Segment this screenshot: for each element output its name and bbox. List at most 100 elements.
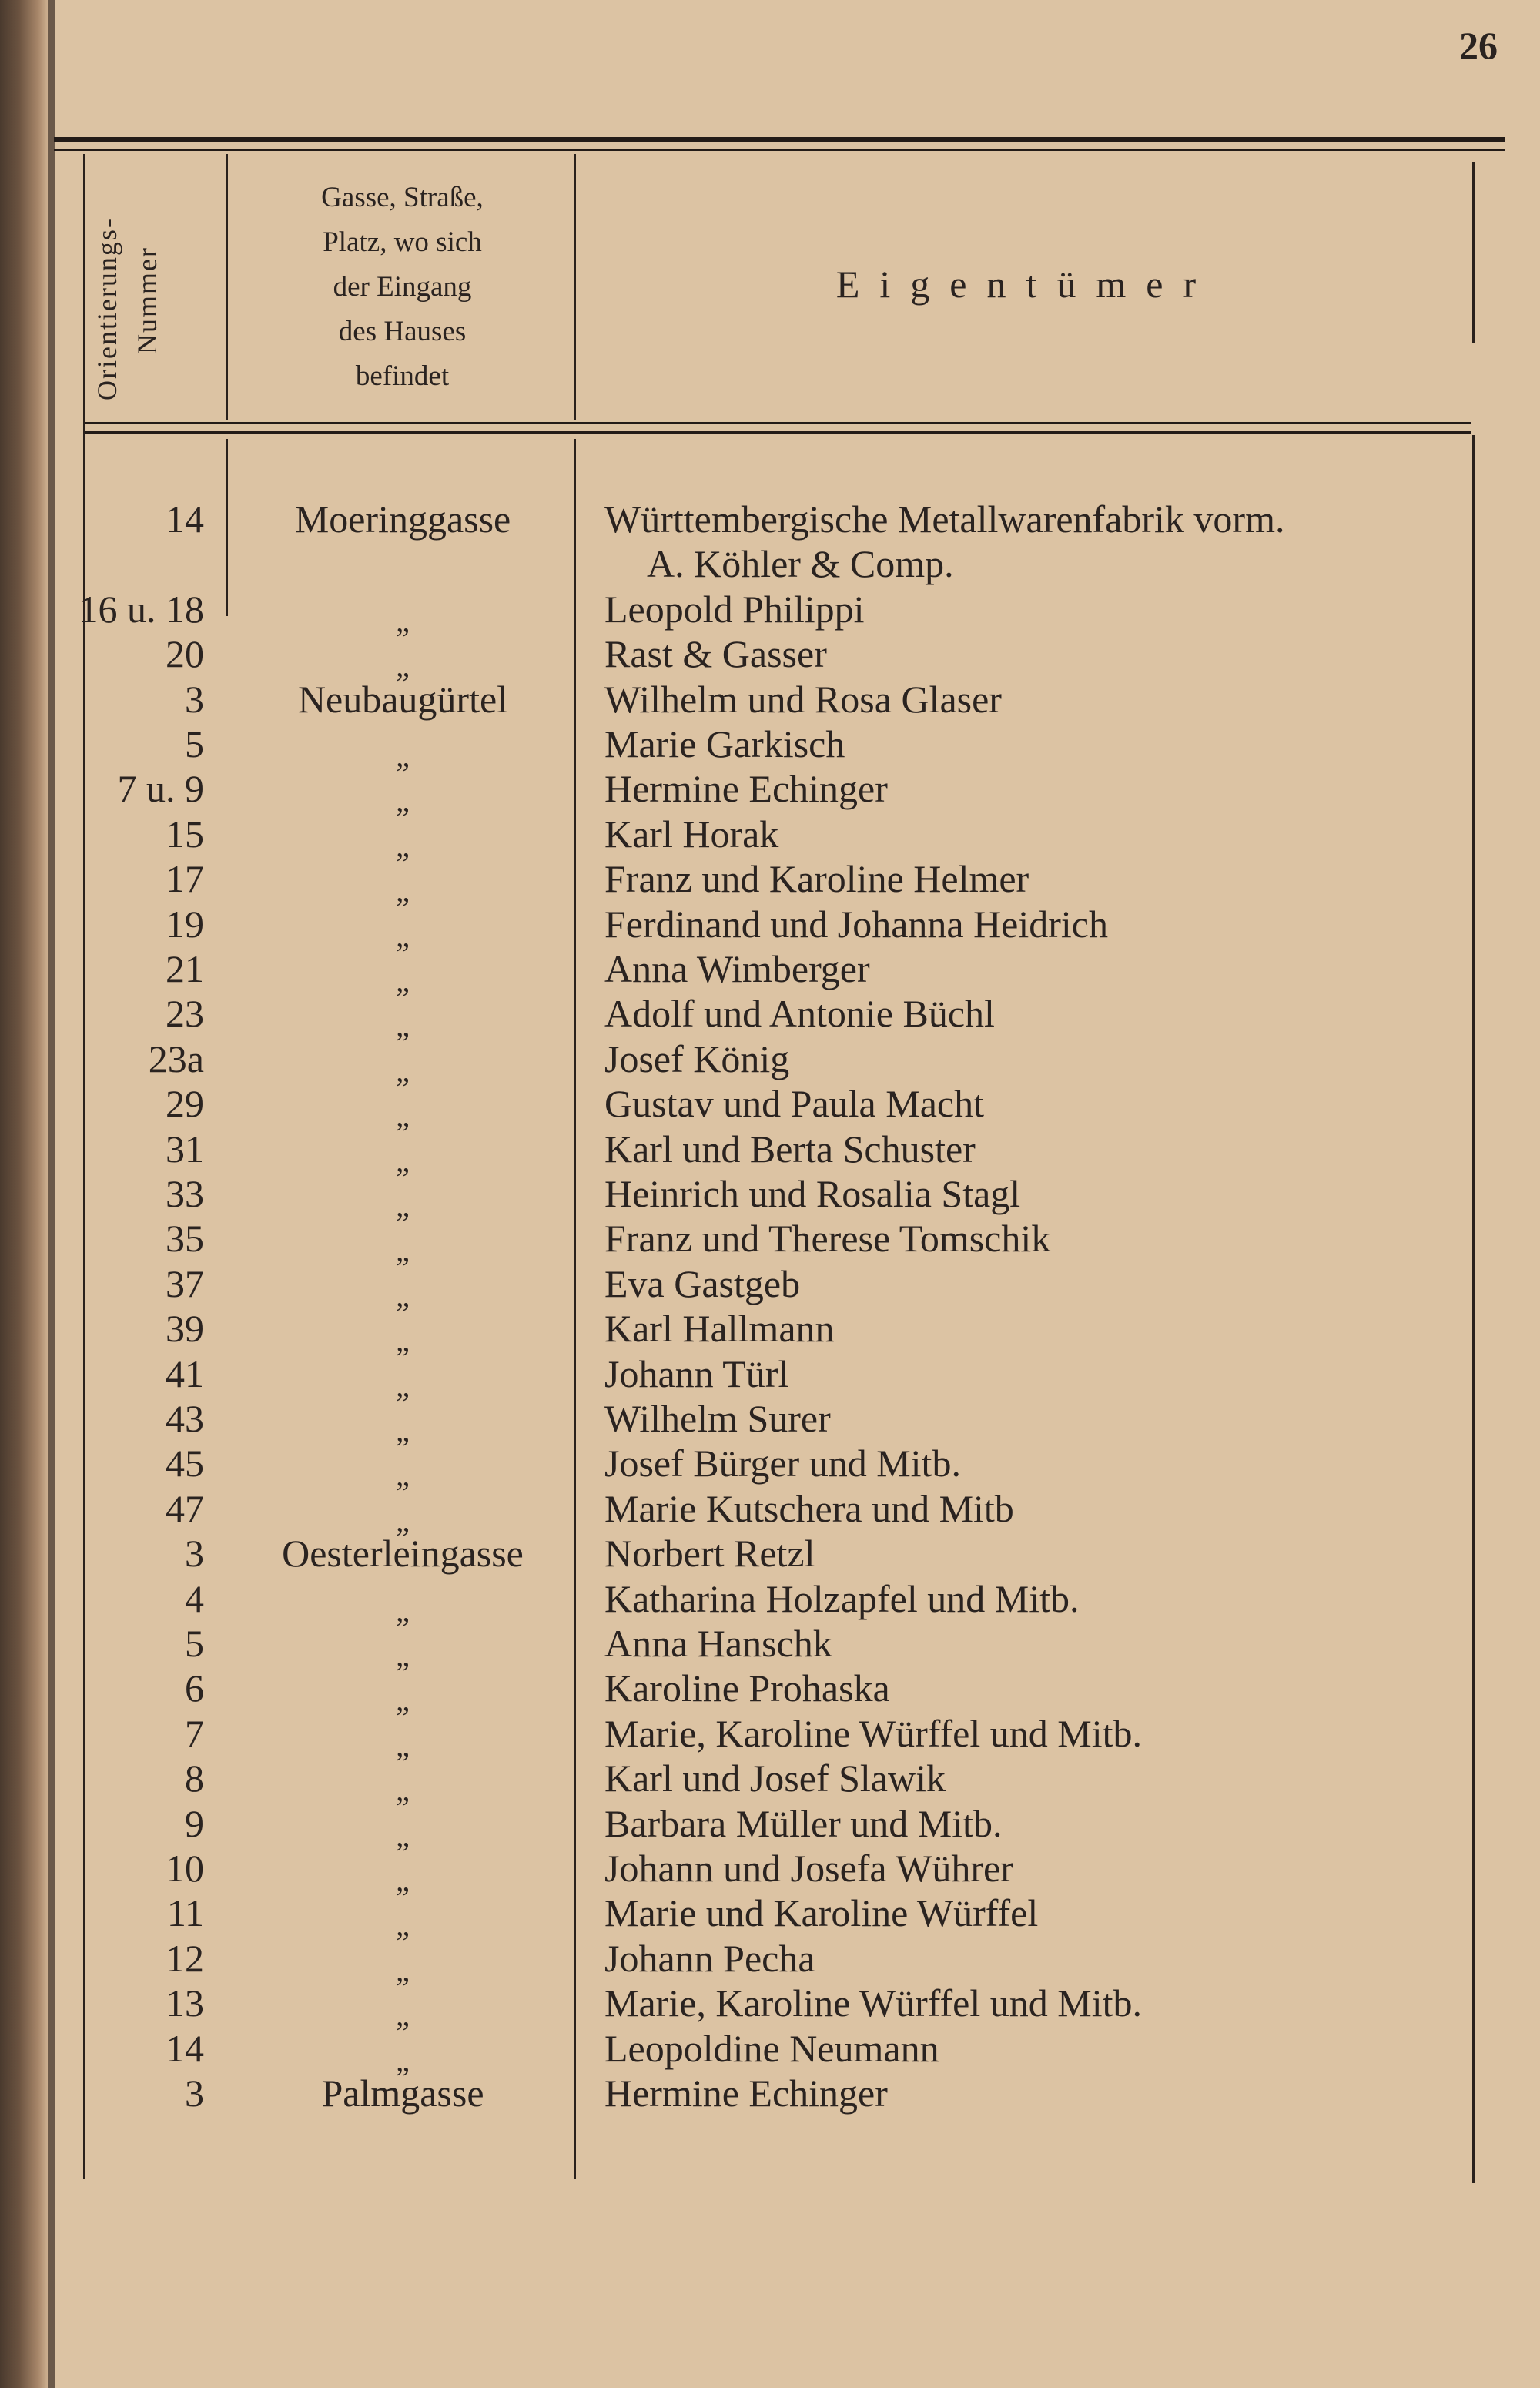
street-name: „ xyxy=(229,1891,576,1942)
book-spine-shadow xyxy=(0,0,48,2388)
ditto-mark: „ xyxy=(396,1413,410,1448)
owner-name: Eva Gastgeb xyxy=(604,1261,801,1305)
house-number: 45 xyxy=(166,1442,204,1485)
header-street-line: des Hauses xyxy=(338,316,467,347)
owner-name: Norbert Retzl xyxy=(604,1532,815,1576)
house-number: 31 xyxy=(166,1127,204,1171)
house-number: 9 xyxy=(185,1801,204,1845)
owner-name: Marie Kutschera und Mitb xyxy=(604,1486,1014,1530)
house-number: 5 xyxy=(185,1622,204,1665)
street-name: „ xyxy=(229,1037,576,1088)
owner-name: Johann und Josefa Wührer xyxy=(604,1847,1013,1890)
owner-name: Johann Türl xyxy=(604,1351,789,1395)
street-name: „ xyxy=(229,631,576,683)
ditto-mark: „ xyxy=(396,1458,410,1493)
house-number: 14 xyxy=(166,497,204,541)
column-divider-street-owner-body xyxy=(574,439,576,2179)
street-name: „ xyxy=(229,1396,576,1448)
street-name: Oesterleingasse xyxy=(282,1532,524,1576)
ditto-mark: „ xyxy=(396,1593,410,1628)
owner-name: Leopold Philippi xyxy=(604,587,865,631)
owner-name: Anna Hanschk xyxy=(604,1622,832,1665)
street-name: „ xyxy=(229,856,576,908)
header-street-line: befindet xyxy=(355,360,450,392)
street-name: „ xyxy=(229,812,576,863)
street-name: „ xyxy=(229,1576,576,1628)
table-left-border xyxy=(83,154,85,2179)
street-name: „ xyxy=(229,1261,576,1313)
house-number: 4 xyxy=(185,1576,204,1620)
page-number: 26 xyxy=(1459,24,1498,67)
owner-name: Josef König xyxy=(604,1037,790,1080)
table-right-border-body xyxy=(1472,435,1475,2183)
owner-name: Barbara Müller und Mitb. xyxy=(604,1801,1003,1845)
owner-name: Marie, Karoline Würffel und Mitb. xyxy=(604,1981,1142,2025)
ditto-mark: „ xyxy=(396,828,410,863)
street-name: „ xyxy=(229,1846,576,1897)
owner-name: Franz und Therese Tomschik xyxy=(604,1217,1051,1261)
house-number: 7 xyxy=(185,1711,204,1755)
ditto-mark: „ xyxy=(396,1907,410,1943)
owner-name: Karl Hallmann xyxy=(604,1307,835,1351)
house-number: 17 xyxy=(166,857,204,901)
house-number: 11 xyxy=(166,1891,204,1935)
top-rule-thick xyxy=(54,137,1505,142)
ditto-mark: „ xyxy=(396,1098,410,1134)
ditto-mark: „ xyxy=(396,1008,410,1043)
column-divider-number-street-body xyxy=(226,439,228,616)
ditto-mark: „ xyxy=(396,1863,410,1897)
ditto-mark: „ xyxy=(396,1143,410,1178)
owner-name: Württembergische Metallwarenfabrik vorm. xyxy=(604,497,1285,541)
street-name: „ xyxy=(229,1621,576,1673)
street-name: „ xyxy=(229,946,576,998)
header-number-line1: Orientierungs- xyxy=(92,217,122,400)
street-name: „ xyxy=(229,766,576,818)
header-number: Orientierungs- Nummer xyxy=(91,177,229,431)
ditto-mark: „ xyxy=(396,1053,410,1088)
owner-name: Johann Pecha xyxy=(604,1936,815,1980)
street-name: „ xyxy=(229,1306,576,1358)
owner-name: Katharina Holzapfel und Mitb. xyxy=(604,1576,1080,1620)
house-number: 8 xyxy=(185,1757,204,1800)
top-rule-thin xyxy=(54,149,1505,151)
house-number: 3 xyxy=(185,2071,204,2115)
header-street-line: Gasse, Straße, xyxy=(321,182,484,213)
street-name: „ xyxy=(229,1171,576,1223)
street-name: „ xyxy=(229,2026,576,2078)
header-rule-2 xyxy=(85,431,1471,434)
header-rule-1 xyxy=(85,422,1471,424)
ditto-mark: „ xyxy=(396,1817,410,1853)
ditto-mark: „ xyxy=(396,1683,410,1718)
owner-name: Marie und Karoline Würffel xyxy=(604,1891,1039,1935)
owner-name-continuation: A. Köhler & Comp. xyxy=(647,542,954,586)
header-number-line2: Nummer xyxy=(132,246,162,354)
owner-name: Adolf und Antonie Büchl xyxy=(604,992,995,1036)
book-gutter xyxy=(48,0,55,2388)
house-number: 6 xyxy=(185,1666,204,1710)
table-right-border xyxy=(1472,162,1475,343)
owner-name: Hermine Echinger xyxy=(604,767,888,811)
ditto-mark: „ xyxy=(396,918,410,953)
house-number: 10 xyxy=(166,1847,204,1890)
header-street-line: Platz, wo sich xyxy=(323,226,482,258)
ditto-mark: „ xyxy=(396,1368,410,1403)
street-name: Moeringgasse xyxy=(294,497,511,541)
owner-name: Gustav und Paula Macht xyxy=(604,1082,984,1126)
house-number: 3 xyxy=(185,677,204,721)
owner-name: Heinrich und Rosalia Stagl xyxy=(604,1172,1021,1215)
house-number: 37 xyxy=(166,1261,204,1305)
street-name: „ xyxy=(229,1936,576,1988)
ditto-mark: „ xyxy=(396,1952,410,1988)
house-number: 21 xyxy=(166,947,204,990)
house-number: 29 xyxy=(166,1082,204,1126)
house-number: 33 xyxy=(166,1172,204,1215)
street-name: Neubaugürtel xyxy=(297,677,508,721)
header-street: Gasse, Straße, Platz, wo sich der Eingan… xyxy=(231,176,574,399)
owner-name: Ferdinand und Johanna Heidrich xyxy=(604,902,1109,946)
street-name: Palmgasse xyxy=(321,2071,484,2115)
street-name: „ xyxy=(229,1351,576,1403)
owner-name: Leopoldine Neumann xyxy=(604,2026,939,2070)
ditto-mark: „ xyxy=(396,1188,410,1223)
house-number: 23 xyxy=(166,992,204,1036)
house-number: 23a xyxy=(148,1037,204,1080)
